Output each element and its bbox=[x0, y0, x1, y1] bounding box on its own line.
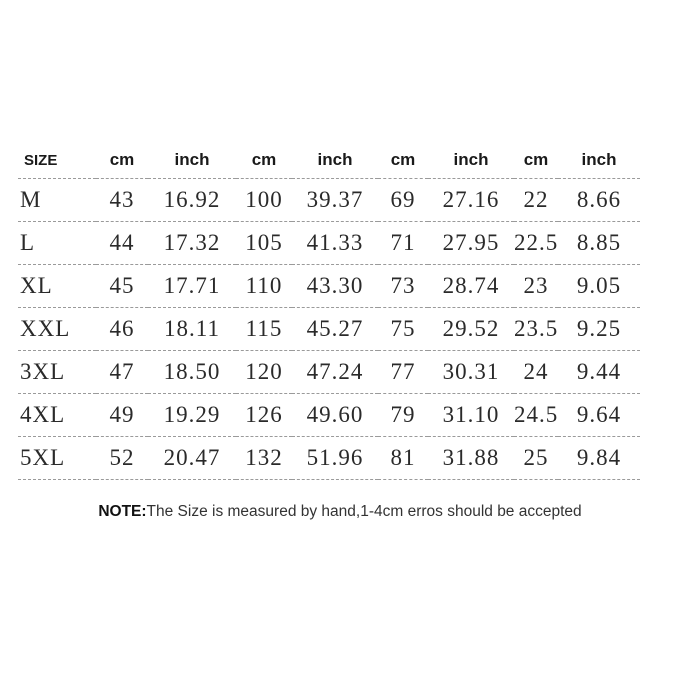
table-cell: 45 bbox=[96, 264, 148, 308]
header-inch: inch bbox=[292, 142, 378, 179]
header-row: SIZE cm inch cm inch cm inch cm inch bbox=[18, 142, 640, 179]
table-row: M 43 16.92 100 39.37 69 27.16 22 8.66 bbox=[18, 178, 640, 222]
table-cell: 23 bbox=[514, 264, 558, 308]
table-cell: 9.64 bbox=[558, 393, 640, 437]
table-cell: 9.44 bbox=[558, 350, 640, 394]
table-cell: 16.92 bbox=[148, 178, 236, 222]
table-cell: 27.95 bbox=[428, 221, 514, 265]
size-label: L bbox=[18, 221, 96, 265]
table-cell: 75 bbox=[378, 307, 428, 351]
size-label: 4XL bbox=[18, 393, 96, 437]
header-size: SIZE bbox=[18, 142, 96, 179]
table-cell: 49 bbox=[96, 393, 148, 437]
table-cell: 9.84 bbox=[558, 436, 640, 480]
table-cell: 9.25 bbox=[558, 307, 640, 351]
table-cell: 49.60 bbox=[292, 393, 378, 437]
header-cm: cm bbox=[378, 142, 428, 179]
table-cell: 17.71 bbox=[148, 264, 236, 308]
table-cell: 41.33 bbox=[292, 221, 378, 265]
table-cell: 120 bbox=[236, 350, 292, 394]
table-cell: 69 bbox=[378, 178, 428, 222]
size-chart-table: SIZE cm inch cm inch cm inch cm inch M 4… bbox=[18, 142, 640, 480]
table-cell: 46 bbox=[96, 307, 148, 351]
size-label: XL bbox=[18, 264, 96, 308]
note-text: The Size is measured by hand,1-4cm erros… bbox=[146, 503, 582, 520]
table-cell: 25 bbox=[514, 436, 558, 480]
table-cell: 8.85 bbox=[558, 221, 640, 265]
size-label: 3XL bbox=[18, 350, 96, 394]
table-cell: 110 bbox=[236, 264, 292, 308]
table-cell: 31.10 bbox=[428, 393, 514, 437]
header-inch: inch bbox=[148, 142, 236, 179]
table-row: L 44 17.32 105 41.33 71 27.95 22.5 8.85 bbox=[18, 221, 640, 265]
table-cell: 22.5 bbox=[514, 221, 558, 265]
table-cell: 115 bbox=[236, 307, 292, 351]
table-cell: 30.31 bbox=[428, 350, 514, 394]
table-row: 3XL 47 18.50 120 47.24 77 30.31 24 9.44 bbox=[18, 350, 640, 394]
table-row: 4XL 49 19.29 126 49.60 79 31.10 24.5 9.6… bbox=[18, 393, 640, 437]
table-cell: 17.32 bbox=[148, 221, 236, 265]
table-cell: 23.5 bbox=[514, 307, 558, 351]
header-cm: cm bbox=[514, 142, 558, 179]
size-label: XXL bbox=[18, 307, 96, 351]
table-cell: 45.27 bbox=[292, 307, 378, 351]
table-cell: 19.29 bbox=[148, 393, 236, 437]
table-cell: 71 bbox=[378, 221, 428, 265]
header-cm: cm bbox=[96, 142, 148, 179]
table-cell: 52 bbox=[96, 436, 148, 480]
table-cell: 9.05 bbox=[558, 264, 640, 308]
table-cell: 47.24 bbox=[292, 350, 378, 394]
table-cell: 126 bbox=[236, 393, 292, 437]
table-cell: 81 bbox=[378, 436, 428, 480]
table-cell: 29.52 bbox=[428, 307, 514, 351]
table-cell: 8.66 bbox=[558, 178, 640, 222]
table-cell: 27.16 bbox=[428, 178, 514, 222]
table-cell: 24.5 bbox=[514, 393, 558, 437]
table-cell: 51.96 bbox=[292, 436, 378, 480]
header-cm: cm bbox=[236, 142, 292, 179]
table-cell: 105 bbox=[236, 221, 292, 265]
header-inch: inch bbox=[558, 142, 640, 179]
table-cell: 77 bbox=[378, 350, 428, 394]
table-cell: 31.88 bbox=[428, 436, 514, 480]
table-cell: 44 bbox=[96, 221, 148, 265]
table-cell: 18.11 bbox=[148, 307, 236, 351]
note-label: NOTE: bbox=[98, 503, 147, 520]
table-cell: 79 bbox=[378, 393, 428, 437]
measurement-note: NOTE:The Size is measured by hand,1-4cm … bbox=[0, 503, 680, 521]
table-cell: 39.37 bbox=[292, 178, 378, 222]
table-cell: 100 bbox=[236, 178, 292, 222]
table-cell: 22 bbox=[514, 178, 558, 222]
table-cell: 24 bbox=[514, 350, 558, 394]
table-cell: 43 bbox=[96, 178, 148, 222]
table-cell: 18.50 bbox=[148, 350, 236, 394]
table-row: 5XL 52 20.47 132 51.96 81 31.88 25 9.84 bbox=[18, 436, 640, 480]
table-row: XXL 46 18.11 115 45.27 75 29.52 23.5 9.2… bbox=[18, 307, 640, 351]
table-cell: 43.30 bbox=[292, 264, 378, 308]
size-label: 5XL bbox=[18, 436, 96, 480]
table-cell: 73 bbox=[378, 264, 428, 308]
size-label: M bbox=[18, 178, 96, 222]
table-cell: 47 bbox=[96, 350, 148, 394]
table-cell: 20.47 bbox=[148, 436, 236, 480]
table-cell: 28.74 bbox=[428, 264, 514, 308]
table-row: XL 45 17.71 110 43.30 73 28.74 23 9.05 bbox=[18, 264, 640, 308]
header-inch: inch bbox=[428, 142, 514, 179]
table-cell: 132 bbox=[236, 436, 292, 480]
